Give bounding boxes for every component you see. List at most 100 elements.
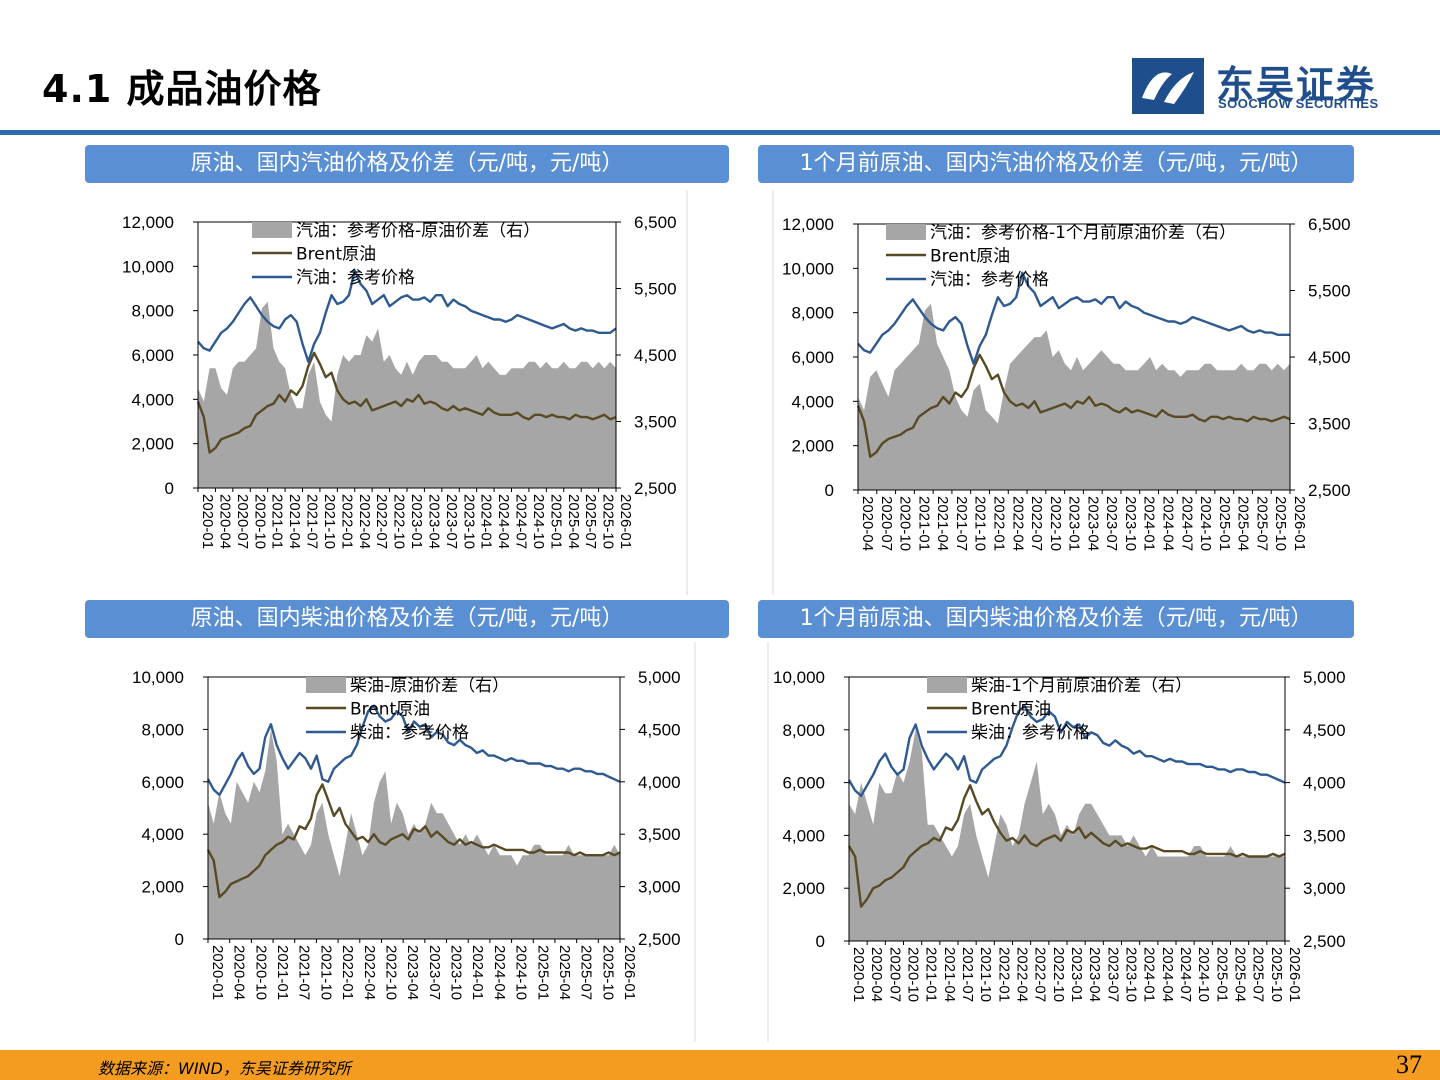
x-tick-label: 2024-04 [491,945,508,1000]
x-tick-label: 2025-10 [599,945,616,1000]
x-tick-label: 2022-04 [1009,496,1026,551]
x-tick-label: 2022-10 [1047,496,1064,551]
x-tick-label: 2021-01 [923,947,940,1002]
x-tick-label: 2023-04 [1084,496,1101,551]
y-right-tick-label: 4,500 [638,720,681,739]
x-tick-label: 2026-01 [1291,496,1308,551]
chart-gasoline: 0 2,000 4,000 6,000 8,000 10,000 12,000 2,500 3,… [122,190,688,595]
x-tick-label: 2023-01 [1066,496,1083,551]
x-tick-label: 2025-10 [1268,947,1285,1002]
x-tick-label: 2024-10 [1195,947,1212,1002]
x-tick-label: 2020-04 [216,494,233,549]
x-tick-label: 2022-07 [1032,947,1049,1002]
spread-area [849,729,1285,941]
x-tick-label: 2023-04 [1086,947,1103,1002]
data-source: 数据来源：WIND，东吴证券研究所 [98,1059,351,1078]
x-tick-label: 2025-04 [1232,947,1249,1002]
x-tick-label: 2020-04 [231,945,248,1000]
x-tick-label: 2025-04 [556,945,573,1000]
chart-diesel: 0 2,000 4,000 6,000 8,000 10,000 2,500 3,000 3,5… [132,642,696,1042]
x-tick-label: 2022-01 [995,947,1012,1002]
y-left-tick-label: 10,000 [782,259,834,278]
x-tick-label: 2021-01 [269,494,286,549]
price-line [847,704,1286,797]
x-tick-label: 2020-01 [850,947,867,1002]
price-line [857,271,1290,365]
y-left-tick-label: 8,000 [141,720,184,739]
y-left-tick-label: 10,000 [773,668,825,687]
x-tick-label: 2025-01 [547,494,564,549]
legend-label: Brent原油 [296,245,376,265]
legend-label: 汽油：参考价格 [930,270,1049,290]
legend-label: Brent原油 [971,700,1051,720]
price-line [206,704,621,797]
x-tick-label: 2022-04 [356,494,373,549]
y-right-tick-label: 2,500 [1308,481,1351,500]
y-right-tick-label: 4,000 [638,773,681,792]
legend-swatch-spread [886,224,926,240]
x-tick-label: 2026-01 [1286,947,1303,1002]
x-tick-label: 2020-01 [209,945,226,1000]
y-left-tick-label: 6,000 [791,348,834,367]
x-tick-label: 2025-04 [565,494,582,549]
x-tick-label: 2024-01 [1141,496,1158,551]
x-tick-label: 2025-07 [582,494,599,549]
y-left-tick-label: 8,000 [131,302,174,321]
x-tick-label: 2022-07 [1028,496,1045,551]
x-tick-label: 2022-10 [382,945,399,1000]
x-tick-label: 2025-04 [1235,496,1252,551]
x-tick-label: 2024-04 [1159,947,1176,1002]
x-tick-label: 2025-07 [578,945,595,1000]
x-tick-label: 2021-07 [959,947,976,1002]
y-left-tick-label: 4,000 [791,392,834,411]
y-left-tick-label: 6,000 [131,346,174,365]
x-tick-label: 2020-10 [251,494,268,549]
y-right-tick-label: 3,500 [1308,415,1351,434]
y-left-tick-label: 0 [816,932,825,951]
panel-title-diesel-lagged: 1个月前原油、国内柴油价格及价差（元/吨，元/吨） [758,600,1354,638]
y-right-tick-label: 5,500 [1308,282,1351,301]
x-tick-label: 2024-10 [530,494,547,549]
x-tick-label: 2020-10 [252,945,269,1000]
y-right-tick-label: 3,500 [638,825,681,844]
x-tick-label: 2024-04 [495,494,512,549]
y-left-tick-label: 4,000 [141,825,184,844]
panel-title-gasoline: 原油、国内汽油价格及价差（元/吨，元/吨） [85,145,729,183]
y-right-tick-label: 3,500 [1303,826,1346,845]
y-left-tick-label: 0 [825,481,834,500]
chart-gasoline-lagged: 0 2,000 4,000 6,000 8,000 10,000 12,000 2,500 3,… [772,190,1351,595]
legend-label: 柴油-1个月前原油价差（右） [971,676,1192,696]
y-left-tick-label: 4,000 [131,390,174,409]
spread-area [198,301,616,488]
legend-label: 汽油：参考价格-1个月前原油价差（右） [930,223,1236,243]
x-tick-label: 2023-07 [1104,947,1121,1002]
x-tick-label: 2021-01 [915,496,932,551]
y-right-tick-label: 4,500 [1308,348,1351,367]
y-left-tick-label: 2,000 [782,879,825,898]
x-tick-label: 2021-10 [321,494,338,549]
y-right-tick-label: 3,000 [638,878,681,897]
y-left-tick-label: 8,000 [782,721,825,740]
x-tick-label: 2021-10 [977,947,994,1002]
x-tick-label: 2023-10 [448,945,465,1000]
y-left-tick-label: 10,000 [122,257,174,276]
x-tick-label: 2024-10 [1197,496,1214,551]
spread-area [208,729,620,939]
x-tick-label: 2025-01 [1213,947,1230,1002]
page-title: 4.1 成品油价格 [42,67,322,111]
panel-title-diesel: 原油、国内柴油价格及价差（元/吨，元/吨） [85,600,729,638]
y-right-tick-label: 3,500 [634,413,677,432]
x-tick-label: 2022-01 [339,945,356,1000]
y-right-tick-label: 4,000 [1303,774,1346,793]
spread-area [858,303,1290,490]
y-left-tick-label: 2,000 [791,437,834,456]
legend-label: 柴油-原油价差（右） [350,676,509,696]
y-right-tick-label: 5,000 [638,668,681,687]
x-tick-label: 2020-07 [886,947,903,1002]
x-tick-label: 2025-07 [1253,496,1270,551]
x-tick-label: 2022-04 [361,945,378,1000]
y-right-tick-label: 5,000 [1303,668,1346,687]
x-tick-label: 2023-01 [1068,947,1085,1002]
x-tick-label: 2020-10 [897,496,914,551]
y-left-tick-label: 12,000 [782,215,834,234]
